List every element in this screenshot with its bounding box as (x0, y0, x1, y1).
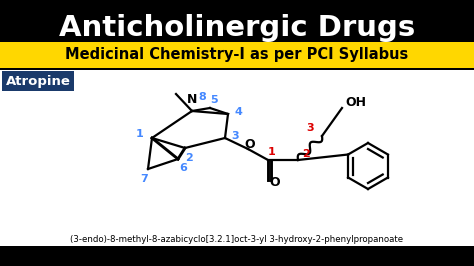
Text: 4: 4 (234, 107, 242, 117)
Text: N: N (187, 93, 197, 106)
Text: 2: 2 (185, 153, 193, 163)
Text: 5: 5 (210, 95, 218, 105)
Text: (3-endo)-8-methyl-8-azabicyclo[3.2.1]oct-3-yl 3-hydroxy-2-phenylpropanoate: (3-endo)-8-methyl-8-azabicyclo[3.2.1]oct… (71, 235, 403, 243)
Text: Anticholinergic Drugs: Anticholinergic Drugs (59, 14, 415, 42)
Text: 1: 1 (268, 147, 276, 157)
Text: 8: 8 (198, 92, 206, 102)
Text: Atropine: Atropine (6, 74, 71, 88)
Text: O: O (245, 138, 255, 151)
Text: 7: 7 (140, 174, 148, 184)
Text: Medicinal Chemistry-I as per PCI Syllabus: Medicinal Chemistry-I as per PCI Syllabu… (65, 48, 409, 63)
Text: 2: 2 (302, 149, 310, 159)
Text: 3: 3 (231, 131, 239, 141)
Bar (2, 71, 74, 91)
Text: 1: 1 (136, 129, 144, 139)
Bar (0, 70, 474, 246)
Text: O: O (270, 176, 280, 189)
Bar (0, 42, 474, 68)
Text: 6: 6 (179, 163, 187, 173)
Text: OH: OH (345, 95, 366, 109)
Text: 3: 3 (306, 123, 314, 133)
